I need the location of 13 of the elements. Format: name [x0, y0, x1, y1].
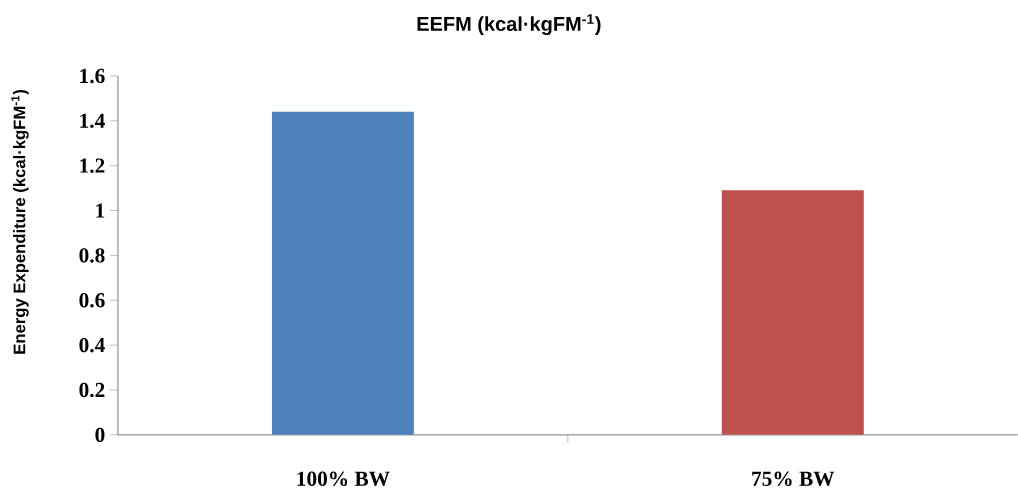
y-axis-title: Energy Expenditure (kcal·kgFM$^{-1}$) [11, 90, 29, 354]
x-tick-label: 100% BW [297, 471, 390, 487]
y-tick-label: 0.4 [79, 338, 105, 353]
y-tick-label: 0 [95, 427, 105, 443]
y-tick-label: 0.6 [79, 293, 105, 308]
y-tick-label: 0.8 [79, 248, 105, 263]
chart-title: EEFM (kcal·kgFM$^{-1}$) [417, 14, 601, 36]
y-tick-label: 1 [96, 203, 105, 218]
y-tick-label: 1.4 [80, 113, 105, 129]
y-tick-label: 0.2 [79, 383, 105, 398]
y-tick-label: 1.6 [80, 69, 105, 84]
x-tick-label: 75% BW [752, 471, 835, 487]
y-tick-label: 1.2 [80, 158, 105, 174]
